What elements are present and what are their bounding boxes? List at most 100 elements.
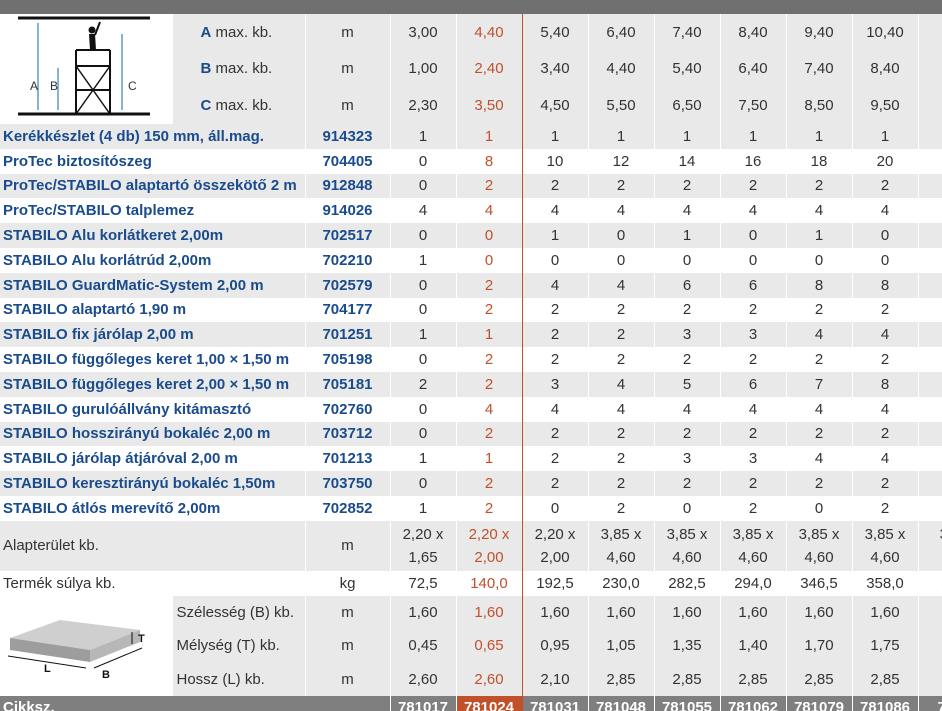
area-width: 2,20 x [534,525,576,543]
value-cell [918,297,942,323]
value-cell: 1,60 [654,595,721,630]
value-cell: 1 [588,124,655,149]
value-cell: 2 [654,471,721,496]
value-cell: 1,70 [786,629,853,663]
value-cell: 0 [522,495,589,521]
value-cell: 4 [786,322,853,348]
area-cell: 3,85 x 4,60 [786,520,853,571]
value-cell: 0 [390,297,457,323]
value-cell: 7,40 [654,14,721,51]
value-cell: 18 [786,148,853,174]
part-name: STABILO járólap átjáróval 2,00 m [0,446,306,472]
value-cell [918,322,942,348]
value-cell: 346,5 [786,570,853,596]
value-cell: 2 [455,272,523,298]
area-width: 3,85 x [798,525,840,543]
article-code-link[interactable]: 781031 [522,695,589,711]
package-label: Hossz (L) kb. [172,662,306,696]
unit-cell: m [305,629,391,663]
dim-label: C max. kb. [172,87,306,124]
area-cell: 3,85 x 4,60 [852,520,919,571]
value-cell: 230,0 [588,570,655,596]
value-cell: 1 [455,446,523,472]
value-cell: 2,60 [455,662,523,696]
value-cell: 1,60 [852,595,919,630]
value-cell: 4 [852,322,919,348]
part-name: ProTec/STABILO talplemez [0,198,306,224]
value-cell: 0 [390,421,457,447]
part-code: 702579 [305,272,391,298]
article-code-link[interactable]: 781062 [720,695,787,711]
part-name: STABILO keresztirányú bokaléc 1,50m [0,471,306,496]
value-cell: 3 [720,322,787,348]
value-cell: 2,60 [390,662,457,696]
value-cell: 2 [654,421,721,447]
value-cell: 0 [786,247,853,273]
value-cell: 72,5 [390,570,457,596]
value-cell: 2 [455,173,523,199]
value-cell: 2 [522,421,589,447]
value-cell: 9,40 [786,14,853,51]
unit-cell: m [305,520,391,571]
value-cell [918,371,942,397]
part-code: 914026 [305,198,391,224]
value-cell: 2,30 [390,87,457,124]
article-code-link[interactable]: 781017 [390,695,457,711]
value-cell: 1 [390,446,457,472]
article-code-link[interactable]: 781024 [455,695,523,711]
value-cell: 8 [455,148,523,174]
value-cell: 2 [720,421,787,447]
value-cell: 2 [522,322,589,348]
value-cell: 4 [654,396,721,422]
value-cell [918,247,942,273]
part-name: STABILO függőleges keret 1,00 × 1,50 m [0,347,306,372]
value-cell: 0,65 [455,629,523,663]
value-cell: 0 [455,223,523,248]
value-cell: 9 [918,50,942,88]
value-cell: 0 [390,272,457,298]
article-code-link[interactable]: 781086 [852,695,919,711]
value-cell: 4 [654,198,721,224]
part-row: ProTec biztosítószeg 704405 0 8 10 12 14 16 18 20… [0,148,942,174]
part-row: STABILO függőleges keret 2,00 × 1,50 m 70… [0,371,942,397]
value-cell: 2 [455,495,523,521]
part-name: ProTec/STABILO alaptartó összekötő 2 m [0,173,306,199]
dim-label: B max. kb. [172,50,306,88]
area-label: Alapterület kb. [0,520,306,571]
value-cell: 1 [786,223,853,248]
value-cell: 2 [522,471,589,496]
part-name: STABILO Alu korlátkeret 2,00m [0,223,306,248]
part-code: 914323 [305,124,391,149]
dim-label: A max. kb. [172,14,306,51]
article-code-link[interactable]: 781055 [654,695,721,711]
weight-row: Termék súlya kb. kg 72,5 140,0 192,5 230,0 282… [0,570,942,596]
box-diagram: T L B [0,595,173,696]
article-code-link[interactable]: 781079 [786,695,853,711]
article-code-link[interactable]: 781 [918,695,942,711]
part-row: STABILO Alu korlátrúd 2,00m 702210 1 0 0 0 0 0 0… [0,247,942,273]
part-name: STABILO hosszirányú bokaléc 2,00 m [0,421,306,447]
value-cell: 0 [720,247,787,273]
value-cell: 1,60 [720,595,787,630]
package-label: Mélység (T) kb. [172,629,306,663]
area-width: 2,20 x [402,525,444,543]
box-label-t: T [138,633,145,645]
part-row: STABILO Alu korlátkeret 2,00m 702517 0 0 1 0 1… [0,223,942,248]
value-cell: 294,0 [720,570,787,596]
value-cell: 0 [852,223,919,248]
value-cell: 2 [720,173,787,199]
unit-cell: m [305,595,391,630]
part-name: STABILO Alu korlátrúd 2,00m [0,247,306,273]
area-depth: 4,60 [606,548,636,566]
article-code-link[interactable]: 781048 [588,695,655,711]
value-cell: 1 [654,223,721,248]
box-icon: T L B [7,619,145,681]
value-cell: 6,40 [720,50,787,88]
value-cell: 3,50 [455,87,523,124]
value-cell: 0,95 [522,629,589,663]
part-row: STABILO keresztirányú bokaléc 1,50m 70375… [0,471,942,496]
value-cell: 1 [522,223,589,248]
part-row: STABILO gurulóállvány kitámasztó 702760 0 4… [0,396,942,422]
value-cell: 2 [522,173,589,199]
